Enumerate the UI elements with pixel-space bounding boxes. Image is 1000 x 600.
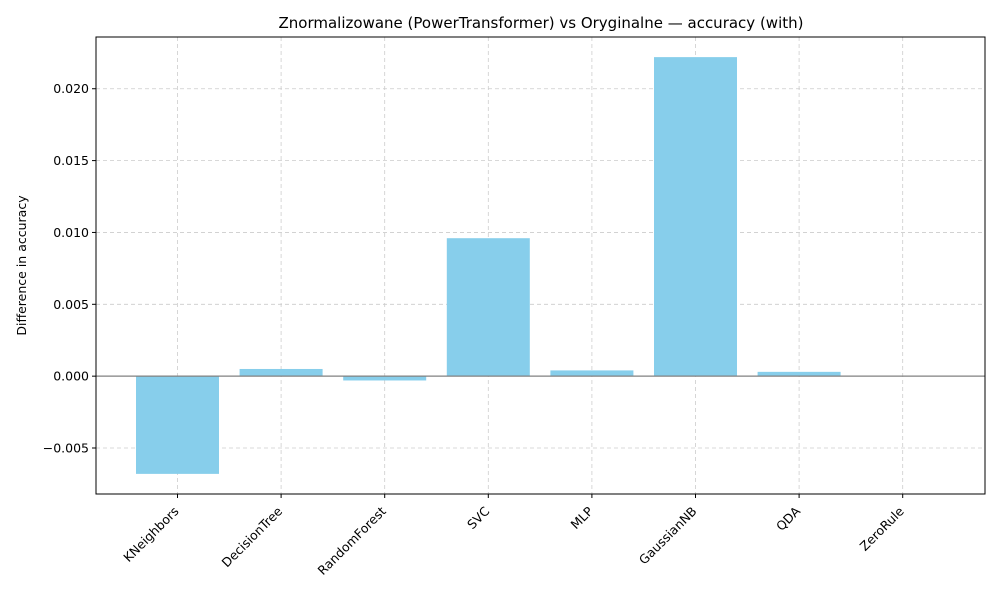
x-tick-label: SVC <box>464 503 493 532</box>
x-tick-label: RandomForest <box>314 503 388 577</box>
x-tick-label: QDA <box>773 503 804 534</box>
y-tick-label: 0.010 <box>53 225 89 240</box>
y-axis-label: Difference in accuracy <box>14 195 29 336</box>
x-tick-label: MLP <box>568 503 597 532</box>
y-tick-label: 0.005 <box>53 297 89 312</box>
bar-randomforest <box>343 376 427 381</box>
y-tick-label: 0.020 <box>53 81 89 96</box>
bar-decisiontree <box>239 368 323 377</box>
bar-svc <box>446 238 530 377</box>
bar-qda <box>757 371 841 377</box>
bar-kneighbors <box>136 376 219 474</box>
plot-frame <box>95 36 986 495</box>
bar-mlp <box>550 370 634 377</box>
y-tick-label: 0.000 <box>53 369 89 384</box>
bars <box>136 57 945 474</box>
grid-lines <box>96 37 985 494</box>
x-tick-label: KNeighbors <box>120 504 181 565</box>
x-tick-label: DecisionTree <box>219 503 286 570</box>
y-tick-label: −0.005 <box>43 441 89 456</box>
x-tick-label: ZeroRule <box>857 503 907 553</box>
chart-title: Znormalizowane (PowerTransformer) vs Ory… <box>279 14 804 32</box>
x-axis-ticks: KNeighbors DecisionTree RandomForest SVC MLP… <box>120 494 907 578</box>
y-axis-ticks: −0.005 0.000 0.005 0.010 0.015 0.020 <box>43 81 96 456</box>
bar-gaussiannb <box>654 57 737 377</box>
y-tick-label: 0.015 <box>53 153 89 168</box>
x-tick-label: GaussianNB <box>636 504 700 568</box>
